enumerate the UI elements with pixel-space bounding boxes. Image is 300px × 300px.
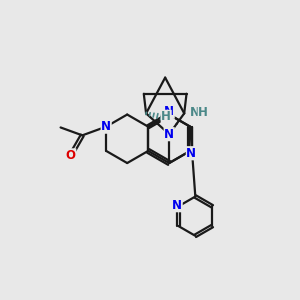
Text: O: O — [66, 149, 76, 162]
Text: H: H — [198, 106, 208, 119]
Text: N: N — [164, 128, 174, 141]
Text: N: N — [101, 120, 111, 133]
Text: N: N — [190, 106, 200, 119]
Text: H: H — [161, 110, 171, 123]
Text: N: N — [164, 105, 174, 118]
Text: N: N — [186, 147, 197, 160]
Text: N: N — [172, 199, 182, 212]
